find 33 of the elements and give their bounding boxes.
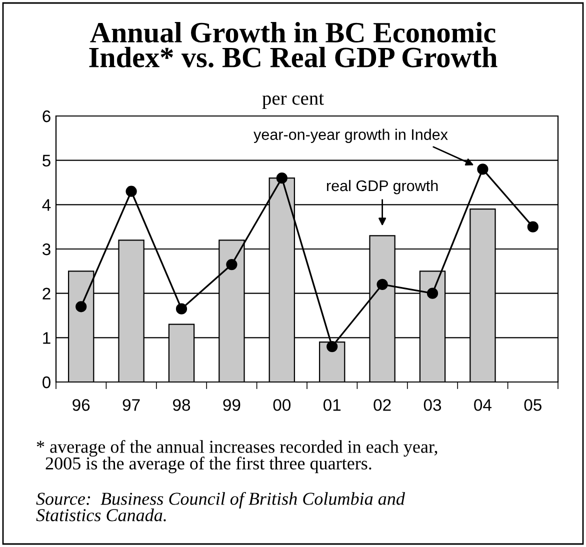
point xyxy=(376,278,388,290)
annotation: year-on-year growth in Index xyxy=(254,128,448,143)
y-tick-label: 1 xyxy=(43,332,50,344)
chart-subtitle: per cent xyxy=(262,94,324,109)
point xyxy=(477,164,488,175)
x-tick-label: 96 xyxy=(72,399,90,411)
source-note: Source: Business Council of British Columbia and Statistics Canada. xyxy=(36,492,405,522)
chart-title: Annual Growth in BC Economic Index* vs. BC Real GDP Growth xyxy=(89,22,498,68)
x-tick-label: 02 xyxy=(374,399,391,411)
x-tick-label: 04 xyxy=(474,399,492,411)
x-tick-label: 97 xyxy=(122,399,140,411)
point xyxy=(527,221,538,232)
x-tick-label: 99 xyxy=(223,399,240,411)
point xyxy=(276,172,288,184)
x-tick-label: 01 xyxy=(323,399,341,411)
point xyxy=(426,288,438,299)
x-tick-label: 98 xyxy=(173,399,190,411)
y-tick-label: 5 xyxy=(42,154,50,167)
x-tick-label: 03 xyxy=(424,399,442,411)
y-tick-label: 4 xyxy=(42,199,51,211)
y-tick-label: 0 xyxy=(42,376,50,388)
text: * average of the annual increases recorded in each year, 2005 is the average of the first three quarters. xyxy=(36,440,438,474)
x-tick-label: 05 xyxy=(524,399,542,411)
point xyxy=(226,258,238,270)
y-tick-label: 2 xyxy=(42,288,50,300)
y-tick-label: 6 xyxy=(42,110,50,122)
point xyxy=(326,340,338,352)
annotation: real GDP growth xyxy=(326,180,438,194)
y-tick-label: 3 xyxy=(42,243,50,256)
x-tick-label: 00 xyxy=(273,399,291,411)
point xyxy=(126,186,137,197)
point xyxy=(176,303,188,314)
point xyxy=(76,301,87,312)
